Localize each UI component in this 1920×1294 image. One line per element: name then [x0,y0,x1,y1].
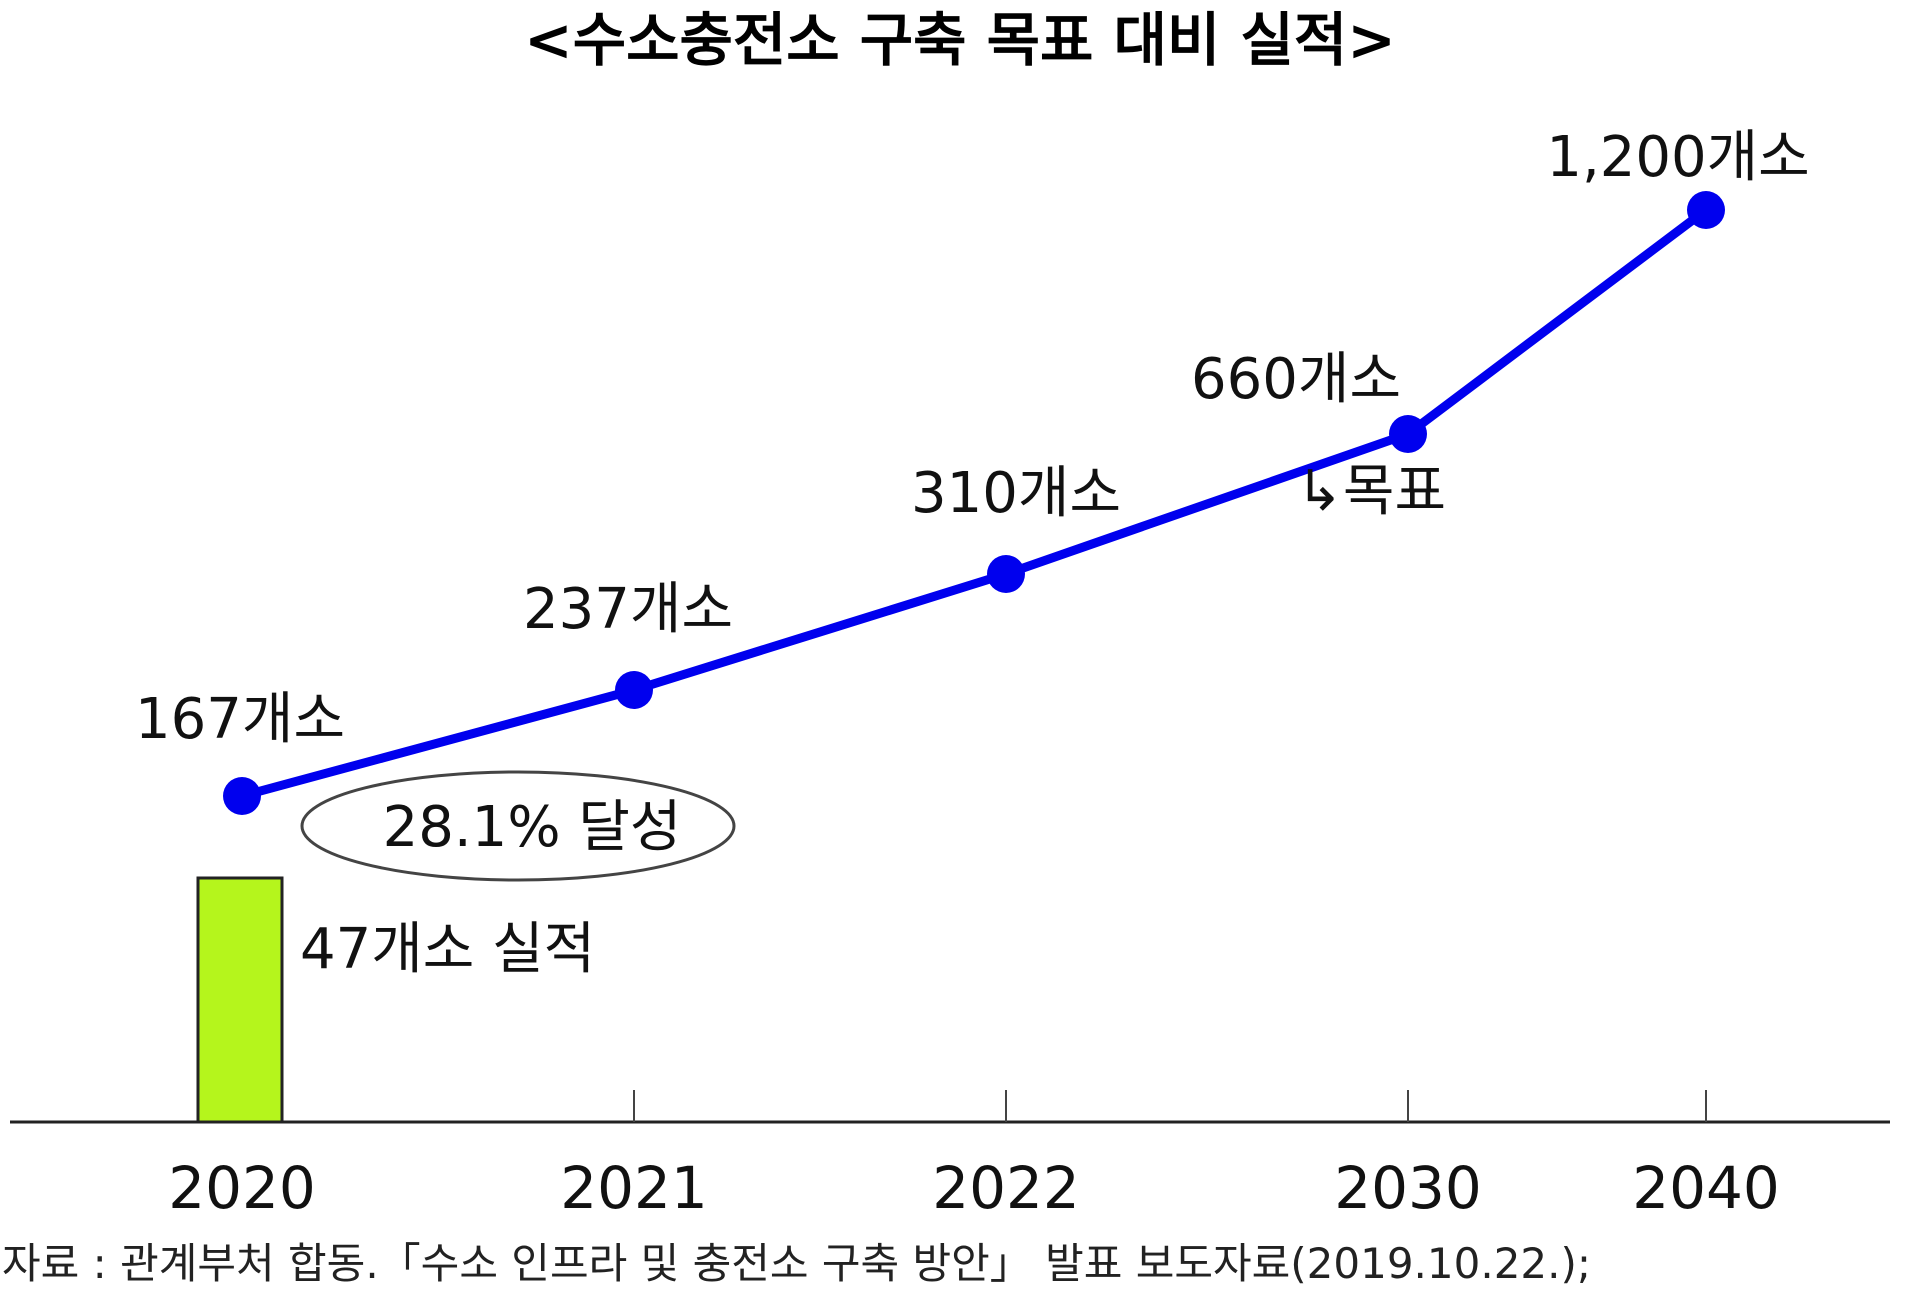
x-tick-labels: 2020 2021 2022 2030 2040 [168,1154,1780,1222]
actual-label: 47개소 실적 [300,917,595,982]
x-tick-label-2040: 2040 [1632,1154,1780,1222]
target-point-2030 [1389,415,1427,453]
target-points [223,191,1725,815]
target-point-2022 [987,555,1025,593]
chart-title: <수소충전소 구축 목표 대비 실적> [524,6,1396,74]
x-tick-label-2022: 2022 [932,1154,1080,1222]
target-label-2022: 310개소 [911,461,1121,526]
target-point-2040 [1687,191,1725,229]
target-point-2021 [615,671,653,709]
target-label-2020: 167개소 [135,687,345,752]
target-labels: 167개소 237개소 310개소 660개소 1,200개소 [135,125,1810,752]
achievement-label: 28.1% 달성 [383,795,682,860]
x-ticks [633,1090,1707,1122]
x-tick-label-2030: 2030 [1334,1154,1482,1222]
actual-bar-2020 [196,876,284,1124]
target-point-2020 [223,777,261,815]
source-note: 자료 : 관계부처 합동.「수소 인프라 및 충전소 구축 방안」 발표 보도자… [2,1239,1591,1288]
target-annotation: ↳목표 [1296,459,1446,524]
target-label-2030: 660개소 [1191,347,1401,412]
achievement-ellipse [300,770,736,882]
target-label-2040: 1,200개소 [1546,125,1809,190]
target-label-2021: 237개소 [523,577,733,642]
x-tick-label-2020: 2020 [168,1154,316,1222]
x-tick-label-2021: 2021 [560,1154,708,1222]
